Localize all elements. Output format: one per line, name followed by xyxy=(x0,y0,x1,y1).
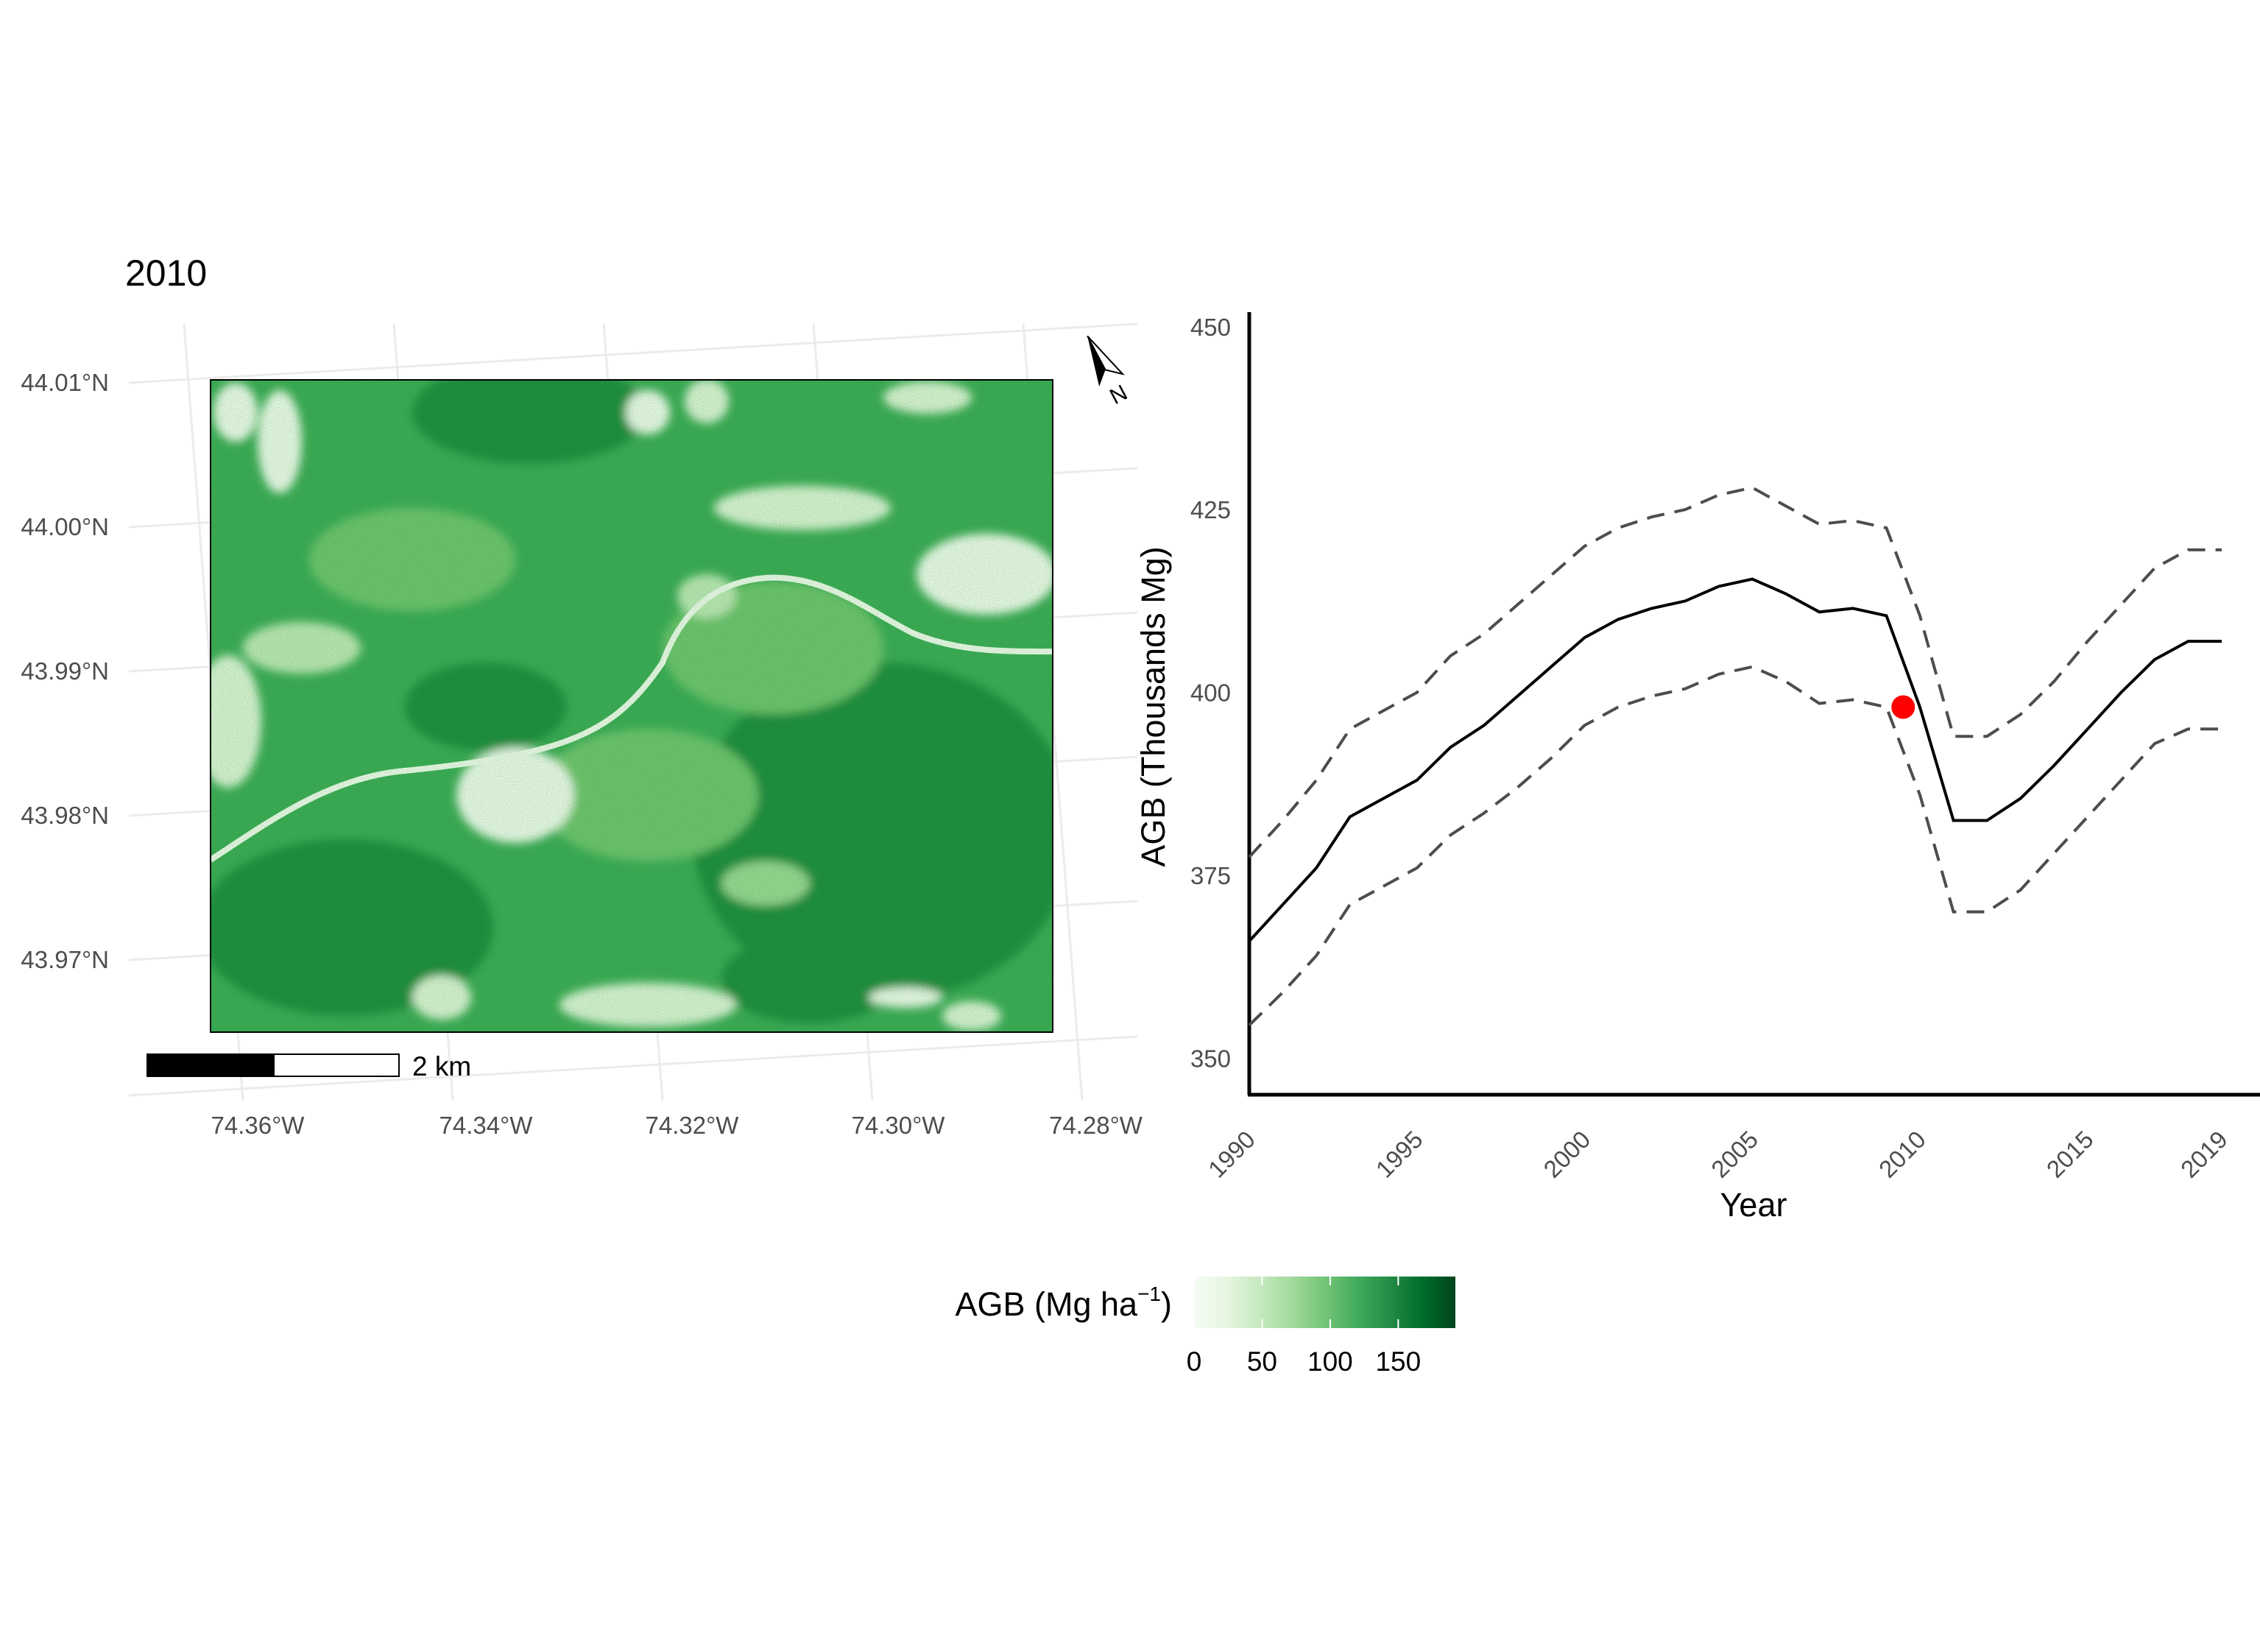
y-tick-label-0: 350 xyxy=(1190,1045,1231,1072)
scale-bar-white-segment xyxy=(273,1053,400,1077)
legend-tick-label-3: 150 xyxy=(1375,1346,1421,1377)
x-axis-title: Year xyxy=(1720,1186,1787,1224)
graticule-lat-43-96 xyxy=(128,1035,1138,1097)
lon-label-4: 74.28°W xyxy=(1049,1112,1143,1139)
lon-label-3: 74.30°W xyxy=(852,1112,946,1139)
y-tick-label-2: 400 xyxy=(1190,679,1231,707)
map-panel: 2010 xyxy=(21,253,1143,1139)
lon-labels: 74.36°W 74.34°W 74.32°W 74.30°W 74.28°W xyxy=(211,1112,1143,1139)
series-line-upper-bound xyxy=(1248,486,2222,858)
x-tick-labels: 1990 1995 2000 2005 2010 2015 2019 xyxy=(1203,1126,2233,1183)
x-tick-label-5: 2015 xyxy=(2041,1126,2099,1183)
series-lines xyxy=(1248,486,2222,1027)
raster-frame xyxy=(210,379,1053,1033)
x-tick-label-3: 2005 xyxy=(1706,1126,1763,1183)
lon-label-0: 74.36°W xyxy=(211,1112,306,1139)
lat-label-2: 43.99°N xyxy=(21,657,109,685)
y-axis-title: AGB (Thousands Mg) xyxy=(1134,546,1172,866)
north-arrow-label: N xyxy=(1106,381,1131,409)
x-tick-label-4: 2010 xyxy=(1874,1126,1931,1183)
legend-tick-label-1: 50 xyxy=(1247,1346,1277,1377)
legend-colorbar xyxy=(1194,1277,1455,1328)
lat-labels: 44.01°N 44.00°N 43.99°N 43.98°N 43.97°N xyxy=(21,369,109,973)
lon-label-2: 74.32°W xyxy=(646,1112,740,1139)
north-arrow-icon: N xyxy=(1087,335,1131,409)
x-tick-label-1: 1995 xyxy=(1371,1126,1428,1183)
x-tick-label-0: 1990 xyxy=(1203,1126,1260,1183)
x-tick-label-2: 2000 xyxy=(1538,1126,1595,1183)
highlight-point xyxy=(1891,695,1915,719)
y-tick-label-3: 425 xyxy=(1190,496,1231,523)
lat-label-3: 43.98°N xyxy=(21,802,109,829)
y-tick-label-4: 450 xyxy=(1190,314,1231,341)
lat-label-1: 44.00°N xyxy=(21,513,109,540)
scale-bar: 2 km xyxy=(146,1051,471,1081)
agb-raster xyxy=(211,380,1053,1032)
agb-legend: AGB (Mg ha−1) 0 50 100 150 xyxy=(955,1277,1455,1377)
scale-bar-black-segment xyxy=(146,1053,275,1077)
y-tick-label-1: 375 xyxy=(1190,862,1231,889)
scale-bar-label: 2 km xyxy=(412,1051,471,1081)
highlight-layer xyxy=(1891,695,1915,719)
timeseries-panel: 350 375 400 425 450 1990 1995 2000 2005 2010 2015… xyxy=(1134,312,2260,1224)
legend-tick-label-2: 100 xyxy=(1307,1346,1353,1377)
map-title: 2010 xyxy=(125,253,207,294)
lon-label-1: 74.34°W xyxy=(439,1112,534,1139)
legend-tick-label-0: 0 xyxy=(1187,1346,1202,1377)
lat-label-4: 43.97°N xyxy=(21,946,109,973)
legend-ticks: 0 50 100 150 xyxy=(1187,1277,1421,1377)
series-line-lower-bound xyxy=(1248,665,2222,1027)
lat-label-0: 44.01°N xyxy=(21,369,109,396)
graticule-lat-44-01 xyxy=(128,322,1138,384)
y-tick-labels: 350 375 400 425 450 xyxy=(1190,314,1231,1072)
legend-title: AGB (Mg ha−1) xyxy=(955,1282,1172,1323)
x-tick-label-6: 2019 xyxy=(2175,1126,2233,1183)
series-line-estimate xyxy=(1248,577,2222,942)
